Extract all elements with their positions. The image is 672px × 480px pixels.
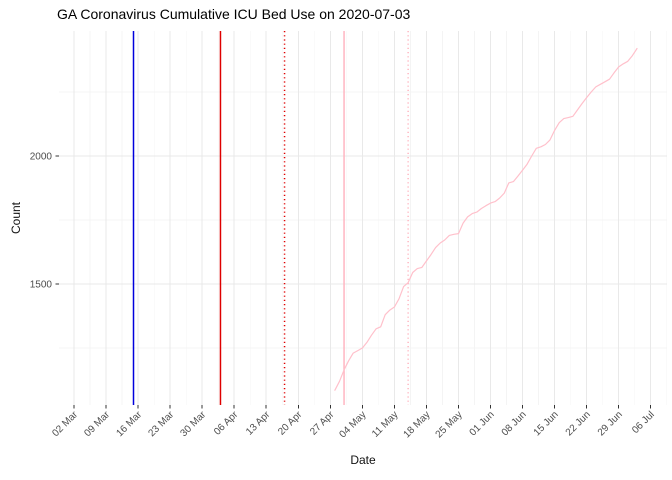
x-tick-label: 23 Mar xyxy=(146,409,176,439)
x-tick-label: 09 Mar xyxy=(82,409,112,439)
x-tick-label: 04 May xyxy=(338,409,369,440)
x-tick-label: 16 Mar xyxy=(114,409,144,439)
x-tick-label: 06 Apr xyxy=(212,409,241,438)
x-tick-label: 08 Jun xyxy=(500,409,529,438)
x-axis-title: Date xyxy=(350,453,376,467)
y-tick-label: 1500 xyxy=(30,280,53,291)
x-tick-label: 18 May xyxy=(402,409,433,440)
y-tick-label: 2000 xyxy=(30,152,53,163)
y-axis-title: Count xyxy=(9,201,23,235)
x-tick-label: 06 Jul xyxy=(630,409,657,436)
chart-title: GA Coronavirus Cumulative ICU Bed Use on… xyxy=(57,6,411,22)
x-tick-label: 30 Mar xyxy=(178,409,208,439)
data-line xyxy=(334,47,638,391)
x-tick-label: 29 Jun xyxy=(596,409,625,438)
x-tick-label: 20 Apr xyxy=(276,409,305,438)
x-tick-label: 25 May xyxy=(434,409,465,440)
x-tick-label: 02 Mar xyxy=(50,409,80,439)
x-tick-label: 15 Jun xyxy=(532,409,561,438)
x-tick-label: 13 Apr xyxy=(244,409,273,438)
x-tick-label: 22 Jun xyxy=(564,409,593,438)
x-tick-label: 01 Jun xyxy=(468,409,497,438)
x-tick-label: 11 May xyxy=(370,409,400,439)
x-tick-label: 27 Apr xyxy=(308,409,337,438)
